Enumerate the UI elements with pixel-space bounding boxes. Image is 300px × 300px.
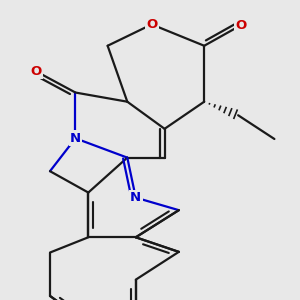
Text: N: N	[130, 191, 141, 204]
Text: O: O	[146, 18, 157, 31]
Text: N: N	[70, 132, 81, 145]
Text: O: O	[30, 65, 41, 78]
Text: O: O	[235, 19, 246, 32]
